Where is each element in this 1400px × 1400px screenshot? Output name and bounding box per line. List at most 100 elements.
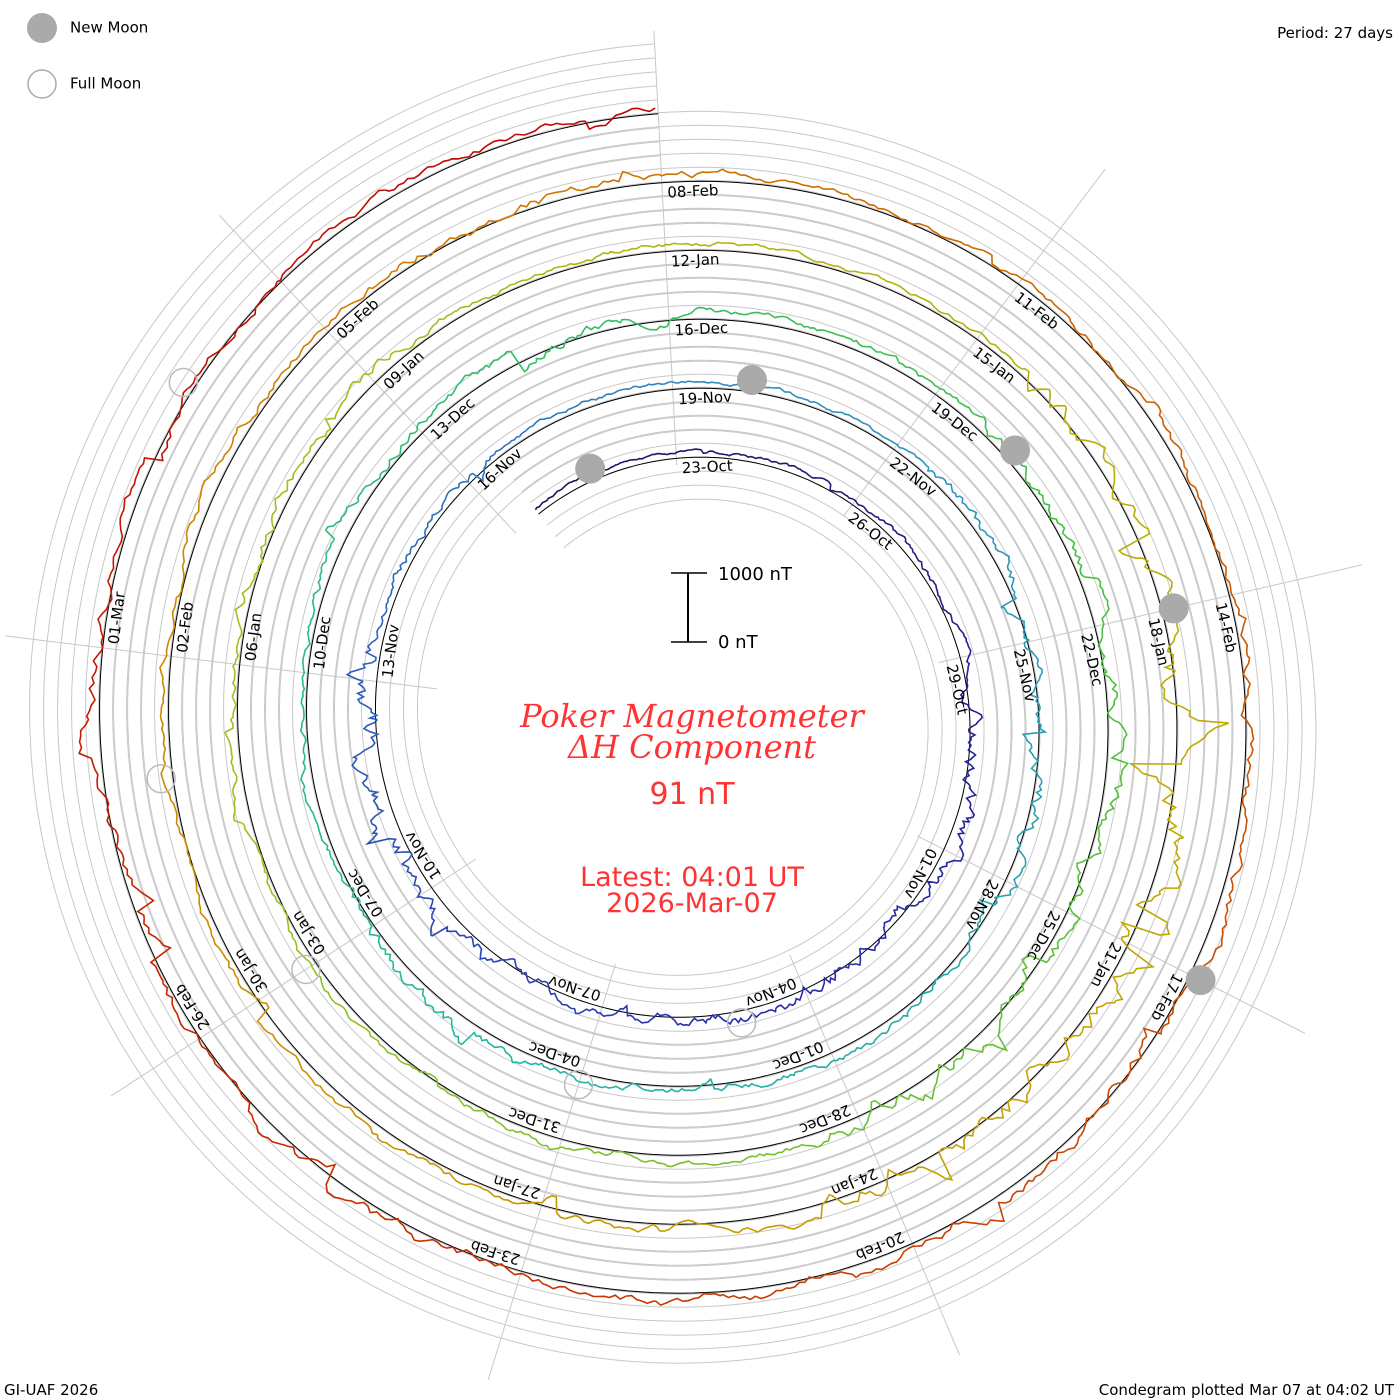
date-label: 13-Dec: [427, 394, 478, 444]
trace-segment: [910, 880, 938, 907]
trace-segment: [224, 719, 236, 774]
trace-segment: [1128, 719, 1230, 774]
grid-spoke: [938, 564, 1363, 664]
trace-segment: [1097, 622, 1108, 673]
trace-segment: [1022, 368, 1066, 408]
trace-segment: [636, 1012, 673, 1024]
trace-segment: [861, 421, 897, 445]
trace-segment: [836, 1040, 876, 1062]
new-moon-marker: [1000, 435, 1031, 466]
trace-segment: [986, 1078, 1032, 1121]
trace-segment: [1110, 719, 1129, 772]
trace-segment: [364, 832, 413, 865]
trace-segment: [906, 979, 937, 1014]
grid-spiral: [85, 99, 1261, 1308]
trace-segment: [978, 883, 1019, 914]
trace-segment: [1119, 891, 1171, 939]
trace-segment: [930, 302, 980, 333]
trace-segment: [1246, 720, 1255, 787]
trace-segment: [937, 595, 956, 625]
trace-segment: [897, 360, 939, 388]
date-label: 03-Jan: [288, 908, 329, 958]
trace-segment: [662, 241, 719, 248]
trace-segment: [596, 170, 659, 188]
date-label: 16-Nov: [474, 444, 526, 494]
trace-segment: [164, 597, 178, 659]
trace-segment: [855, 1245, 917, 1279]
trace-segment: [761, 312, 809, 328]
trace-segment: [185, 477, 210, 537]
trace-segment: [718, 241, 774, 250]
trace-segment: [1019, 276, 1071, 319]
grid-spoke: [487, 963, 616, 1380]
trace-segment: [561, 1146, 615, 1157]
scale-bottom-label: 0 nT: [718, 632, 759, 653]
trace-segment: [351, 719, 380, 760]
trace-segment: [321, 287, 370, 331]
trace-segment: [329, 850, 354, 890]
trace-segment: [773, 247, 828, 265]
trace-segment: [1121, 1027, 1163, 1084]
trace-segment: [259, 510, 276, 564]
trace-segment: [671, 1017, 708, 1027]
grid-spiral: [127, 141, 1219, 1266]
trace-segment: [324, 500, 360, 541]
trace-segment: [722, 1287, 790, 1301]
date-label: 19-Nov: [678, 388, 733, 409]
date-label: 13-Nov: [378, 623, 402, 679]
trace-segment: [368, 929, 395, 969]
date-label: 21-Jan: [1087, 939, 1125, 990]
trace-segment: [274, 463, 302, 512]
trace-segment: [926, 467, 958, 498]
trace-segment: [1110, 366, 1162, 412]
trace-segment: [767, 458, 800, 470]
date-label: 07-Nov: [546, 972, 603, 1005]
trace-segment: [997, 993, 1018, 1052]
trace-segment: [279, 328, 323, 376]
trace-segment: [817, 1125, 866, 1148]
trace-segment: [824, 407, 863, 424]
trace-segment: [874, 1012, 909, 1042]
trace-segment: [500, 1045, 543, 1066]
date-label: 23-Oct: [681, 457, 733, 478]
trace-segment: [643, 452, 675, 459]
trace-segment: [584, 107, 656, 131]
data-traces: [78, 107, 1255, 1307]
trace-segment: [1158, 410, 1189, 472]
trace-segment: [198, 897, 224, 955]
trace-segment: [351, 758, 380, 796]
trace-segment: [411, 310, 456, 347]
trace-segment: [794, 1059, 837, 1074]
trace-segment: [962, 752, 977, 788]
full-moon-marker: [563, 1069, 594, 1100]
trace-segment: [827, 480, 855, 501]
trace-segment: [97, 580, 113, 651]
trace-segment: [477, 200, 536, 229]
trace-segment: [1000, 560, 1018, 608]
trace-segment: [417, 509, 442, 542]
trace-segment: [785, 179, 849, 196]
trace-segment: [722, 168, 786, 184]
grid-spoke: [916, 835, 1306, 1034]
grid-spiral: [57, 71, 1289, 1336]
trace-segment: [980, 1179, 1033, 1226]
trace-segment: [426, 1072, 468, 1107]
trace-segment: [1117, 502, 1151, 559]
trace-segment: [299, 719, 307, 766]
trace-segment: [1084, 576, 1110, 623]
trace-segment: [1112, 937, 1155, 1002]
trace-segment: [1224, 850, 1243, 917]
trace-segment: [121, 853, 155, 919]
trace-segment: [737, 452, 769, 461]
trace-segment: [753, 1072, 796, 1089]
trace-segment: [956, 820, 970, 858]
trace-segment: [1030, 760, 1043, 803]
trace-segment: [659, 1219, 719, 1232]
grid-spiral: [29, 43, 1317, 1364]
trace-segment: [300, 674, 306, 720]
trace-segment: [534, 185, 597, 205]
trace-segment: [233, 281, 278, 338]
trace-segment: [936, 856, 964, 884]
trace-segment: [907, 1063, 951, 1102]
